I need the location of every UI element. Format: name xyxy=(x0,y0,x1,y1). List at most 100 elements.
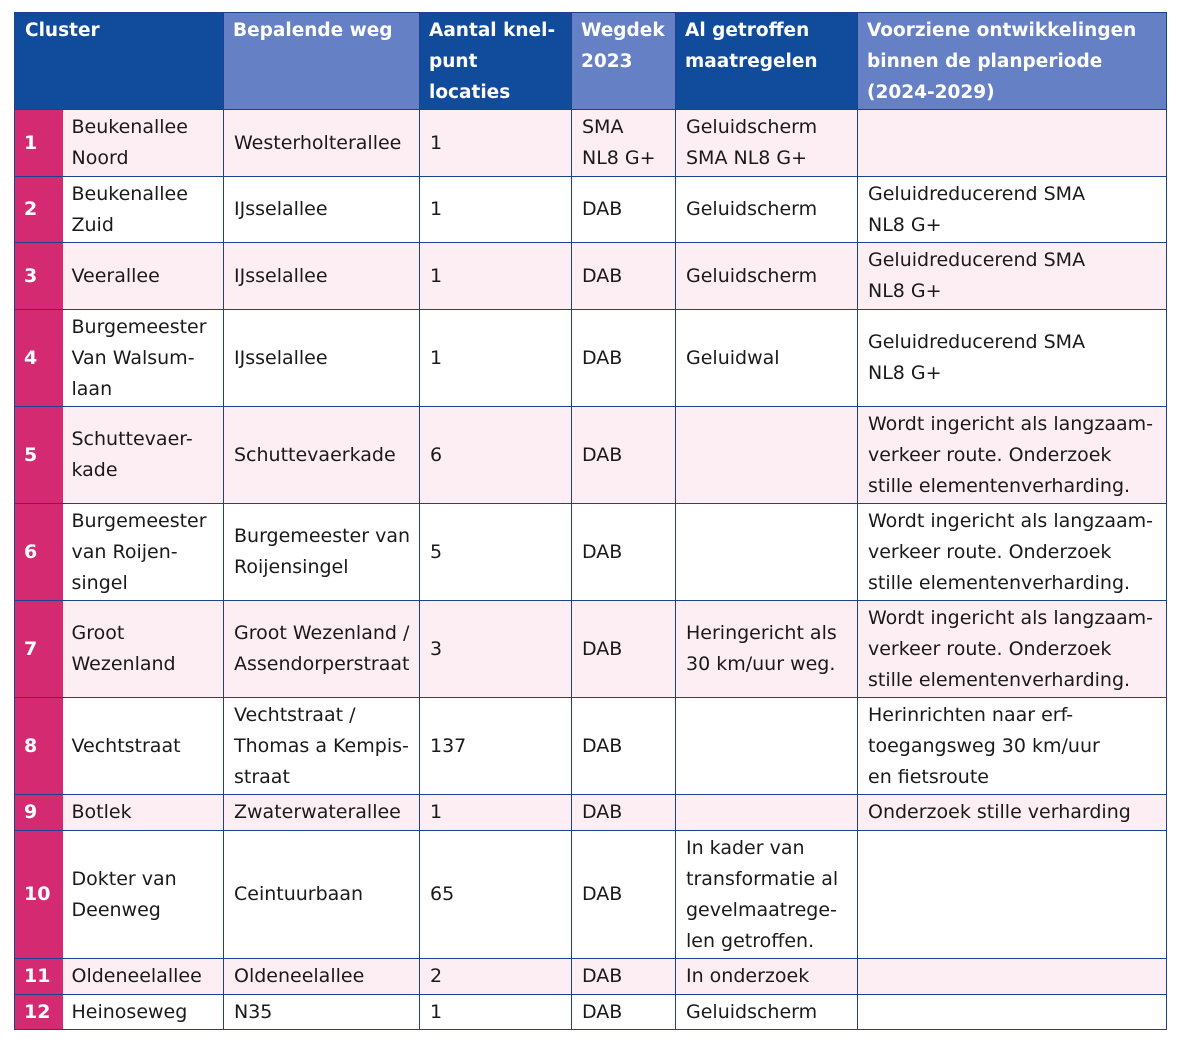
surface-cell: DAB xyxy=(571,176,676,243)
count-cell: 1 xyxy=(419,309,572,407)
count-cell: 65 xyxy=(419,830,572,959)
header-cluster: Cluster xyxy=(14,12,224,110)
header-surface: Wegdek 2023 xyxy=(571,12,676,110)
cluster-name: Oldeneelallee xyxy=(62,958,224,995)
table-row: 11 Oldeneelallee Oldeneelallee 2 DAB In onder… xyxy=(14,958,1167,995)
cluster-number: 11 xyxy=(14,958,63,995)
measures-cell: Geluidscherm xyxy=(675,176,858,243)
surface-cell: DAB xyxy=(571,958,676,995)
developments-cell: Wordt ingericht als langzaam- verkeer ro… xyxy=(857,503,1167,601)
road-cell: Burgemeester van Roijensingel xyxy=(223,503,420,601)
table-body: 1 Beukenallee Noord Westerholterallee 1 SMA … xyxy=(14,109,1167,1030)
measures-cell xyxy=(675,794,858,831)
road-cell: Oldeneelallee xyxy=(223,958,420,995)
header-measures: Al getroffen maatregelen xyxy=(675,12,858,110)
road-cell: Groot Wezenland / Assendorperstraat xyxy=(223,600,420,698)
developments-cell xyxy=(857,958,1167,995)
count-cell: 137 xyxy=(419,697,572,795)
measures-cell: In kader van transformatie al gevelmaatr… xyxy=(675,830,858,959)
surface-cell: DAB xyxy=(571,309,676,407)
measures-cell: Geluidscherm SMA NL8 G+ xyxy=(675,109,858,177)
cluster-name: Beukenallee Noord xyxy=(62,109,224,177)
count-cell: 1 xyxy=(419,242,572,310)
developments-cell xyxy=(857,830,1167,959)
count-cell: 1 xyxy=(419,994,572,1030)
cluster-number: 1 xyxy=(14,109,63,177)
cluster-number: 10 xyxy=(14,830,63,959)
count-cell: 1 xyxy=(419,176,572,243)
surface-cell: DAB xyxy=(571,503,676,601)
cluster-name: Botlek xyxy=(62,794,224,831)
measures-cell: In onderzoek xyxy=(675,958,858,995)
cluster-name: Groot Wezenland xyxy=(62,600,224,698)
table-row: 3 Veerallee IJsselallee 1 DAB Geluidscherm Gel… xyxy=(14,242,1167,310)
cluster-number: 4 xyxy=(14,309,63,407)
table-row: 1 Beukenallee Noord Westerholterallee 1 SMA … xyxy=(14,109,1167,177)
table-row: 8 Vechtstraat Vechtstraat / Thomas a Kempi… xyxy=(14,697,1167,795)
developments-cell: Geluidreducerend SMA NL8 G+ xyxy=(857,309,1167,407)
road-cell: IJsselallee xyxy=(223,176,420,243)
cluster-number: 9 xyxy=(14,794,63,831)
surface-cell: DAB xyxy=(571,697,676,795)
surface-cell: SMA NL8 G+ xyxy=(571,109,676,177)
table-row: 4 Burgemeester Van Walsum- laan IJsselalle… xyxy=(14,309,1167,407)
count-cell: 3 xyxy=(419,600,572,698)
cluster-name: Vechtstraat xyxy=(62,697,224,795)
cluster-name: Veerallee xyxy=(62,242,224,310)
table-row: 5 Schuttevaer- kade Schuttevaerkade 6 DAB Wor… xyxy=(14,406,1167,504)
developments-cell: Onderzoek stille verharding xyxy=(857,794,1167,831)
measures-cell xyxy=(675,406,858,504)
developments-cell: Geluidreducerend SMA NL8 G+ xyxy=(857,242,1167,310)
measures-cell xyxy=(675,697,858,795)
developments-cell xyxy=(857,994,1167,1030)
surface-cell: DAB xyxy=(571,994,676,1030)
cluster-table: Cluster Bepalende weg Aantal knel- punt … xyxy=(14,12,1167,1030)
road-cell: Vechtstraat / Thomas a Kempis- straat xyxy=(223,697,420,795)
road-cell: Schuttevaerkade xyxy=(223,406,420,504)
surface-cell: DAB xyxy=(571,794,676,831)
road-cell: N35 xyxy=(223,994,420,1030)
road-cell: IJsselallee xyxy=(223,309,420,407)
measures-cell: Geluidscherm xyxy=(675,994,858,1030)
measures-cell: Geluidwal xyxy=(675,309,858,407)
table-row: 9 Botlek Zwaterwaterallee 1 DAB Onderzoek sti… xyxy=(14,794,1167,831)
cluster-name: Burgemeester van Roijen- singel xyxy=(62,503,224,601)
header-row: Cluster Bepalende weg Aantal knel- punt … xyxy=(14,12,1167,110)
count-cell: 6 xyxy=(419,406,572,504)
table-row: 2 Beukenallee Zuid IJsselallee 1 DAB Geluidsc… xyxy=(14,176,1167,243)
header-count: Aantal knel- punt locaties xyxy=(419,12,572,110)
measures-cell: Geluidscherm xyxy=(675,242,858,310)
cluster-number: 2 xyxy=(14,176,63,243)
table-row: 12 Heinoseweg N35 1 DAB Geluidscherm xyxy=(14,994,1167,1030)
surface-cell: DAB xyxy=(571,830,676,959)
table-row: 10 Dokter van Deenweg Ceintuurbaan 65 DAB In … xyxy=(14,830,1167,959)
cluster-number: 5 xyxy=(14,406,63,504)
road-cell: Zwaterwaterallee xyxy=(223,794,420,831)
measures-cell xyxy=(675,503,858,601)
table-row: 7 Groot Wezenland Groot Wezenland / Assend… xyxy=(14,600,1167,698)
surface-cell: DAB xyxy=(571,242,676,310)
header-road: Bepalende weg xyxy=(223,12,420,110)
surface-cell: DAB xyxy=(571,406,676,504)
count-cell: 1 xyxy=(419,109,572,177)
count-cell: 1 xyxy=(419,794,572,831)
cluster-name: Burgemeester Van Walsum- laan xyxy=(62,309,224,407)
cluster-name: Dokter van Deenweg xyxy=(62,830,224,959)
count-cell: 2 xyxy=(419,958,572,995)
road-cell: Ceintuurbaan xyxy=(223,830,420,959)
cluster-number: 7 xyxy=(14,600,63,698)
cluster-name: Heinoseweg xyxy=(62,994,224,1030)
count-cell: 5 xyxy=(419,503,572,601)
table-row: 6 Burgemeester van Roijen- singel Burgemee… xyxy=(14,503,1167,601)
developments-cell: Wordt ingericht als langzaam- verkeer ro… xyxy=(857,406,1167,504)
developments-cell xyxy=(857,109,1167,177)
developments-cell: Herinrichten naar erf- toegangsweg 30 km… xyxy=(857,697,1167,795)
road-cell: IJsselallee xyxy=(223,242,420,310)
cluster-number: 6 xyxy=(14,503,63,601)
cluster-number: 3 xyxy=(14,242,63,310)
header-developments: Voorziene ontwikkelingen binnen de planp… xyxy=(857,12,1167,110)
cluster-name: Beukenallee Zuid xyxy=(62,176,224,243)
road-cell: Westerholterallee xyxy=(223,109,420,177)
surface-cell: DAB xyxy=(571,600,676,698)
measures-cell: Heringericht als 30 km/uur weg. xyxy=(675,600,858,698)
